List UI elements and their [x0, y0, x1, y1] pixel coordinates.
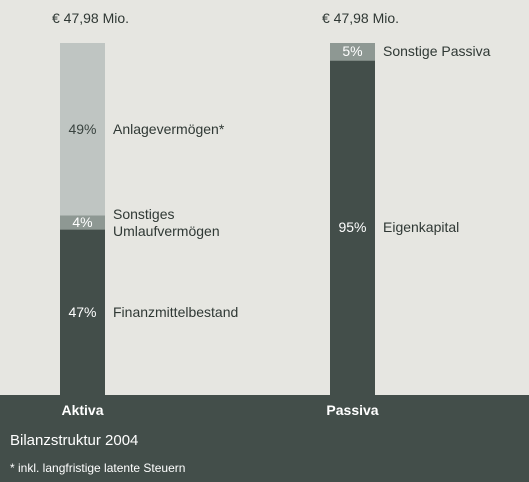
bar-segment [330, 43, 375, 61]
chart-title: Bilanzstruktur 2004 [10, 432, 139, 449]
value-label: 95% [338, 219, 367, 236]
value-label: 4% [72, 214, 93, 231]
segment-label: Eigenkapital [383, 219, 460, 236]
segment-label: Finanzmittelbestand [113, 303, 239, 320]
segment-label: Sonstige Passiva [383, 43, 491, 60]
total-label: € 47,98 Mio. [52, 10, 130, 26]
segment-label: Sonstiges Umlaufvermögen [113, 205, 220, 239]
bar-segment [330, 60, 375, 395]
value-label: 5% [342, 43, 363, 60]
value-label: 49% [68, 120, 97, 137]
bar-segment [60, 43, 105, 216]
value-label: 47% [68, 303, 97, 320]
total-label: € 47,98 Mio. [322, 10, 400, 26]
segment-label: Anlagevermögen* [113, 120, 225, 137]
bar-segment [60, 215, 105, 230]
footer-band [0, 395, 529, 482]
x-tick-label: Passiva [326, 402, 379, 418]
bar-segment [60, 229, 105, 395]
x-tick-label: Aktiva [61, 402, 104, 418]
footnote: * inkl. langfristige latente Steuern [10, 461, 186, 475]
